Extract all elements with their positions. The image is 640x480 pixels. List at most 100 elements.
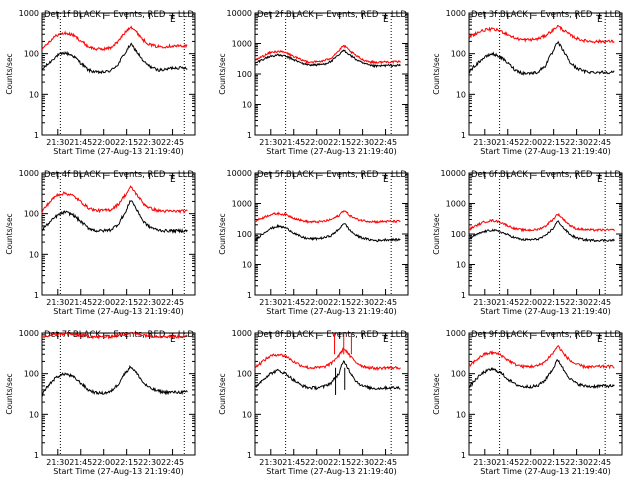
x-tick-label: 22:00 bbox=[305, 138, 328, 147]
y-tick-label: 100 bbox=[237, 230, 252, 239]
x-axis-label: Start Time (27-Aug-13 21:19:40) bbox=[480, 467, 611, 476]
x-tick-label: 21:30 bbox=[46, 458, 69, 467]
y-axis-label: Counts/sec bbox=[432, 53, 441, 94]
x-tick-label: 22:15 bbox=[328, 138, 351, 147]
marker-label: E bbox=[170, 335, 176, 345]
x-tick-label: 22:00 bbox=[305, 298, 328, 307]
series-line-events bbox=[254, 223, 401, 243]
y-tick-label: 10 bbox=[242, 410, 252, 419]
x-tick-label: 22:15 bbox=[542, 298, 565, 307]
x-tick-label: 22:15 bbox=[542, 458, 565, 467]
x-tick-label: 22:00 bbox=[519, 458, 542, 467]
series-line-events bbox=[254, 360, 401, 391]
series-line-events bbox=[254, 49, 401, 69]
y-tick-label: 10 bbox=[29, 410, 39, 419]
series-line-lld bbox=[254, 347, 401, 372]
x-tick-label: 22:30 bbox=[351, 138, 374, 147]
plot-frame bbox=[468, 332, 623, 456]
plot-frame bbox=[468, 172, 623, 296]
y-tick-label: 100 bbox=[237, 370, 252, 379]
y-tick-label: 10 bbox=[29, 250, 39, 259]
x-axis-label: Start Time (27-Aug-13 21:19:40) bbox=[480, 147, 611, 156]
y-axis-label: Counts/sec bbox=[5, 373, 14, 414]
x-tick-label: 22:00 bbox=[92, 298, 115, 307]
panel-title: Det 6f BLACK = Events, RED = LLD bbox=[471, 170, 621, 180]
y-axis-label: Counts/sec bbox=[5, 213, 14, 254]
x-tick-label: 22:00 bbox=[519, 298, 542, 307]
x-tick-label: 21:45 bbox=[496, 458, 519, 467]
x-axis-label: Start Time (27-Aug-13 21:19:40) bbox=[53, 467, 184, 476]
y-tick-label: 1 bbox=[34, 131, 39, 140]
x-tick-label: 21:30 bbox=[473, 298, 496, 307]
series-line-events bbox=[468, 40, 615, 77]
marker-label: E bbox=[597, 335, 603, 345]
x-tick-label: 22:15 bbox=[328, 298, 351, 307]
y-tick-label: 10 bbox=[29, 90, 39, 99]
series-line-lld bbox=[468, 24, 615, 44]
x-tick-label: 21:45 bbox=[282, 458, 305, 467]
y-tick-label: 10000 bbox=[227, 9, 252, 18]
x-tick-label: 21:45 bbox=[69, 298, 92, 307]
x-tick-label: 22:15 bbox=[115, 458, 138, 467]
marker-label: E bbox=[170, 175, 176, 185]
x-axis-label: Start Time (27-Aug-13 21:19:40) bbox=[480, 307, 611, 316]
x-tick-label: 22:45 bbox=[374, 298, 397, 307]
y-tick-label: 100 bbox=[451, 230, 466, 239]
x-tick-label: 22:45 bbox=[161, 298, 184, 307]
y-tick-label: 1000 bbox=[232, 329, 252, 338]
panel-title: Det 9f BLACK = Events, RED = LLD bbox=[471, 330, 621, 340]
marker-label: E bbox=[383, 175, 389, 185]
x-tick-label: 21:45 bbox=[282, 138, 305, 147]
y-tick-label: 100 bbox=[24, 210, 39, 219]
x-tick-label: 22:30 bbox=[565, 138, 588, 147]
panel-title: Det 3f BLACK = Events, RED = LLD bbox=[471, 10, 621, 20]
x-tick-label: 22:00 bbox=[519, 138, 542, 147]
y-tick-label: 1000 bbox=[446, 329, 466, 338]
plot-frame bbox=[41, 12, 196, 136]
series-line-lld bbox=[468, 344, 615, 370]
plot-frame bbox=[41, 172, 196, 296]
x-tick-label: 22:30 bbox=[351, 458, 374, 467]
marker-label: E bbox=[597, 175, 603, 185]
series-line-lld bbox=[41, 185, 188, 215]
y-tick-label: 10 bbox=[456, 90, 466, 99]
x-tick-label: 22:45 bbox=[588, 298, 611, 307]
series-line-events bbox=[41, 364, 188, 397]
y-tick-label: 1000 bbox=[19, 329, 39, 338]
x-tick-label: 22:45 bbox=[374, 138, 397, 147]
plot-frame bbox=[254, 12, 409, 136]
y-tick-label: 1 bbox=[247, 451, 252, 460]
series-line-lld bbox=[254, 44, 401, 65]
x-axis-label: Start Time (27-Aug-13 21:19:40) bbox=[53, 147, 184, 156]
y-tick-label: 100 bbox=[451, 370, 466, 379]
x-tick-label: 21:30 bbox=[473, 458, 496, 467]
series-line-events bbox=[469, 220, 615, 243]
y-axis-label: Counts/sec bbox=[5, 53, 14, 94]
x-axis-label: Start Time (27-Aug-13 21:19:40) bbox=[53, 307, 184, 316]
y-tick-label: 1 bbox=[461, 291, 466, 300]
x-axis-label: Start Time (27-Aug-13 21:19:40) bbox=[266, 147, 397, 156]
x-tick-label: 22:30 bbox=[138, 138, 161, 147]
series-line-lld bbox=[41, 25, 188, 52]
y-tick-label: 10000 bbox=[227, 169, 252, 178]
y-tick-label: 1000 bbox=[19, 9, 39, 18]
plot-frame bbox=[41, 332, 196, 456]
marker-label: E bbox=[170, 15, 176, 25]
panel-title: Det 8f BLACK = Events, RED = LLD bbox=[257, 330, 407, 340]
x-tick-label: 21:30 bbox=[259, 458, 282, 467]
y-tick-label: 10 bbox=[456, 261, 466, 270]
x-tick-label: 22:30 bbox=[565, 298, 588, 307]
y-axis-label: Counts/sec bbox=[218, 53, 227, 94]
panel-7: Det 7f BLACK = Events, RED = LLDE1101001… bbox=[5, 329, 196, 476]
series-line-lld bbox=[41, 331, 188, 340]
x-tick-label: 21:30 bbox=[259, 298, 282, 307]
plot-frame bbox=[468, 12, 623, 136]
